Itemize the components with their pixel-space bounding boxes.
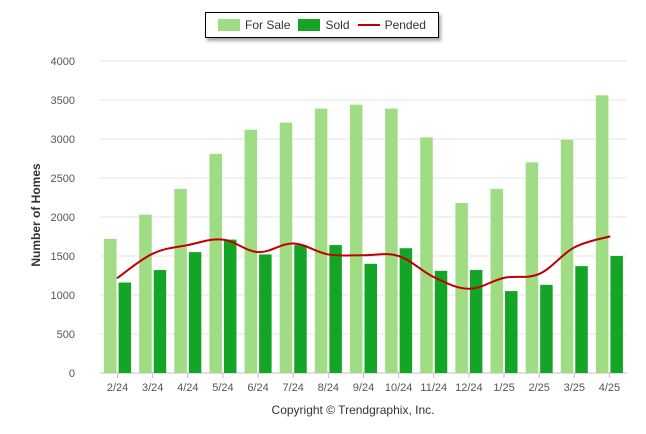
x-tick-label: 3/25: [564, 382, 585, 394]
bar-sold: [259, 254, 272, 373]
bar-sold: [575, 266, 588, 373]
pended-line: [116, 235, 611, 290]
x-tick-label: 12/24: [455, 382, 483, 394]
y-tick-label: 4000: [51, 56, 75, 68]
y-tick-label: 1000: [51, 290, 75, 302]
pended-point: [117, 277, 119, 279]
legend-item-for-sale[interactable]: For Sale: [218, 18, 290, 32]
bar-sold: [434, 270, 448, 373]
bar-for-sale: [525, 162, 539, 373]
x-tick-label: 7/24: [283, 382, 304, 394]
pended-point: [222, 239, 224, 241]
bar-sold: [505, 291, 518, 373]
pended-point: [398, 255, 400, 257]
bar-sold: [118, 282, 132, 373]
y-tick-label: 1500: [51, 251, 75, 263]
y-tick-label: 500: [57, 329, 75, 341]
pended-point: [363, 254, 365, 256]
legend-item-sold[interactable]: Sold: [298, 18, 350, 32]
pended-point: [433, 276, 435, 278]
x-tick-label: 11/24: [420, 382, 447, 394]
legend-label-sold: Sold: [325, 18, 350, 32]
x-tick-label: 3/24: [142, 382, 163, 394]
bar-sold: [469, 270, 483, 373]
x-tick-label: 5/24: [212, 382, 233, 394]
y-tick-label: 2000: [51, 212, 75, 224]
bar-for-sale: [560, 139, 574, 373]
chart-legend: For Sale Sold Pended: [205, 12, 439, 38]
sold-swatch: [298, 19, 321, 31]
pended-swatch: [357, 24, 380, 26]
bar-for-sale: [279, 122, 293, 374]
x-tick-label: 2/25: [528, 382, 549, 394]
legend-label-pended: Pended: [384, 18, 426, 32]
x-tick-label: 6/24: [247, 382, 268, 394]
x-tick-label: 10/24: [385, 382, 413, 394]
x-tick-label: 9/24: [353, 382, 374, 394]
pended-point: [187, 244, 189, 246]
copyright-text: Copyright © Trendgraphix, Inc.: [271, 403, 435, 417]
y-tick-label: 3500: [51, 95, 75, 107]
pended-point: [608, 236, 610, 238]
bar-sold: [399, 248, 413, 373]
bar-for-sale: [420, 137, 433, 373]
bar-sold: [329, 245, 342, 373]
bar-sold: [223, 239, 237, 373]
pended-point: [152, 253, 154, 255]
y-tick-label: 0: [69, 368, 75, 380]
bar-for-sale: [139, 214, 152, 373]
bar-sold: [188, 252, 202, 373]
pended-point: [257, 251, 259, 253]
bar-for-sale: [174, 188, 187, 373]
bar-for-sale: [314, 108, 328, 373]
bar-for-sale: [385, 108, 398, 373]
bar-sold: [364, 263, 377, 373]
legend-item-pended[interactable]: Pended: [357, 18, 426, 32]
x-tick-label: 8/24: [318, 382, 339, 394]
pended-point: [468, 288, 470, 290]
pended-point: [503, 277, 505, 279]
pended-point: [573, 246, 575, 248]
bar-for-sale: [104, 238, 117, 373]
bar-sold: [153, 270, 167, 373]
bar-sold: [540, 284, 553, 373]
bar-for-sale: [595, 95, 609, 373]
y-tick-label: 2500: [51, 173, 75, 185]
bar-sold: [294, 245, 307, 373]
pended-point: [292, 243, 294, 245]
bar-for-sale: [350, 104, 363, 374]
x-tick-label: 2/24: [107, 382, 128, 394]
bar-for-sale: [209, 153, 222, 373]
y-axis-title: Number of Homes: [29, 163, 43, 267]
x-tick-label: 4/25: [599, 382, 620, 394]
y-tick-label: 3000: [51, 134, 75, 146]
pended-point: [538, 273, 540, 275]
bar-sold: [610, 256, 623, 373]
for-sale-swatch: [218, 19, 241, 31]
pended-point: [327, 253, 329, 255]
legend-label-for-sale: For Sale: [245, 18, 291, 32]
x-tick-label: 4/24: [177, 382, 198, 394]
x-tick-label: 1/25: [493, 382, 514, 394]
